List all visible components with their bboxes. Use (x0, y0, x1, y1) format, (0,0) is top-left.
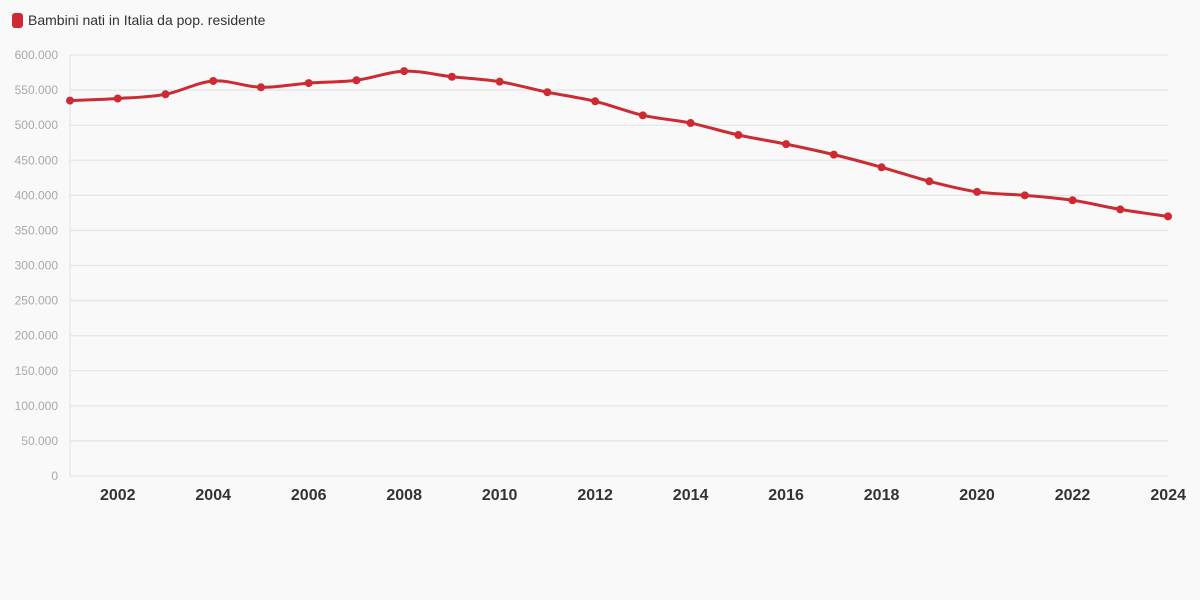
chart-legend[interactable]: Bambini nati in Italia da pop. residente (12, 12, 265, 28)
data-point[interactable] (1068, 196, 1077, 205)
data-point[interactable] (877, 163, 886, 172)
data-point[interactable] (304, 79, 313, 88)
data-point[interactable] (1116, 205, 1125, 214)
y-tick-label: 250.000 (15, 294, 59, 308)
data-point[interactable] (256, 83, 265, 92)
x-tick-label: 2024 (1150, 487, 1186, 504)
x-tick-label: 2004 (195, 487, 231, 504)
y-tick-label: 100.000 (15, 399, 59, 413)
data-point[interactable] (352, 76, 361, 85)
data-point[interactable] (591, 97, 600, 106)
data-point[interactable] (161, 90, 170, 99)
data-point[interactable] (400, 67, 409, 76)
y-tick-label: 350.000 (15, 223, 59, 237)
y-tick-label: 600.000 (15, 48, 59, 62)
data-point[interactable] (734, 130, 743, 139)
data-point[interactable] (782, 140, 791, 149)
y-tick-label: 0 (51, 469, 58, 483)
y-tick-label: 500.000 (15, 118, 59, 132)
x-axis-ticks: 2002 2004 2006 2008 2010 2012 2014 2016 2018 2020… (100, 487, 1186, 504)
y-tick-label: 150.000 (15, 364, 59, 378)
data-point[interactable] (209, 76, 218, 85)
data-point[interactable] (973, 187, 982, 196)
x-tick-label: 2020 (959, 487, 995, 504)
data-point[interactable] (495, 77, 504, 86)
data-points[interactable] (66, 67, 1172, 221)
data-point[interactable] (447, 72, 456, 81)
x-tick-label: 2012 (577, 487, 613, 504)
y-tick-label: 50.000 (21, 434, 58, 448)
series-line (69, 69, 1169, 218)
legend-label: Bambini nati in Italia da pop. residente (28, 12, 266, 28)
x-tick-label: 2014 (673, 487, 709, 504)
y-axis-ticks: 0 50.000 100.000 150.000 200.000 250.000 300.0… (15, 48, 59, 483)
x-tick-label: 2018 (864, 487, 900, 504)
y-tick-label: 300.000 (15, 259, 59, 273)
legend-swatch (12, 12, 23, 28)
data-point[interactable] (638, 111, 647, 120)
x-tick-label: 2010 (482, 487, 518, 504)
grid-lines (69, 54, 1168, 477)
y-tick-label: 450.000 (15, 153, 59, 167)
data-point[interactable] (686, 119, 695, 128)
x-tick-label: 2006 (291, 487, 327, 504)
data-point[interactable] (1020, 191, 1029, 200)
data-point[interactable] (113, 94, 122, 103)
x-tick-label: 2008 (386, 487, 422, 504)
x-tick-label: 2002 (100, 487, 136, 504)
x-tick-label: 2016 (768, 487, 804, 504)
data-point[interactable] (543, 88, 552, 97)
x-tick-label: 2022 (1055, 487, 1091, 504)
y-tick-label: 400.000 (15, 188, 59, 202)
data-point[interactable] (829, 150, 838, 159)
data-point[interactable] (925, 177, 934, 186)
data-point[interactable] (66, 96, 74, 105)
data-point[interactable] (1164, 212, 1172, 221)
y-tick-label: 200.000 (15, 329, 59, 343)
y-tick-label: 550.000 (15, 83, 59, 97)
